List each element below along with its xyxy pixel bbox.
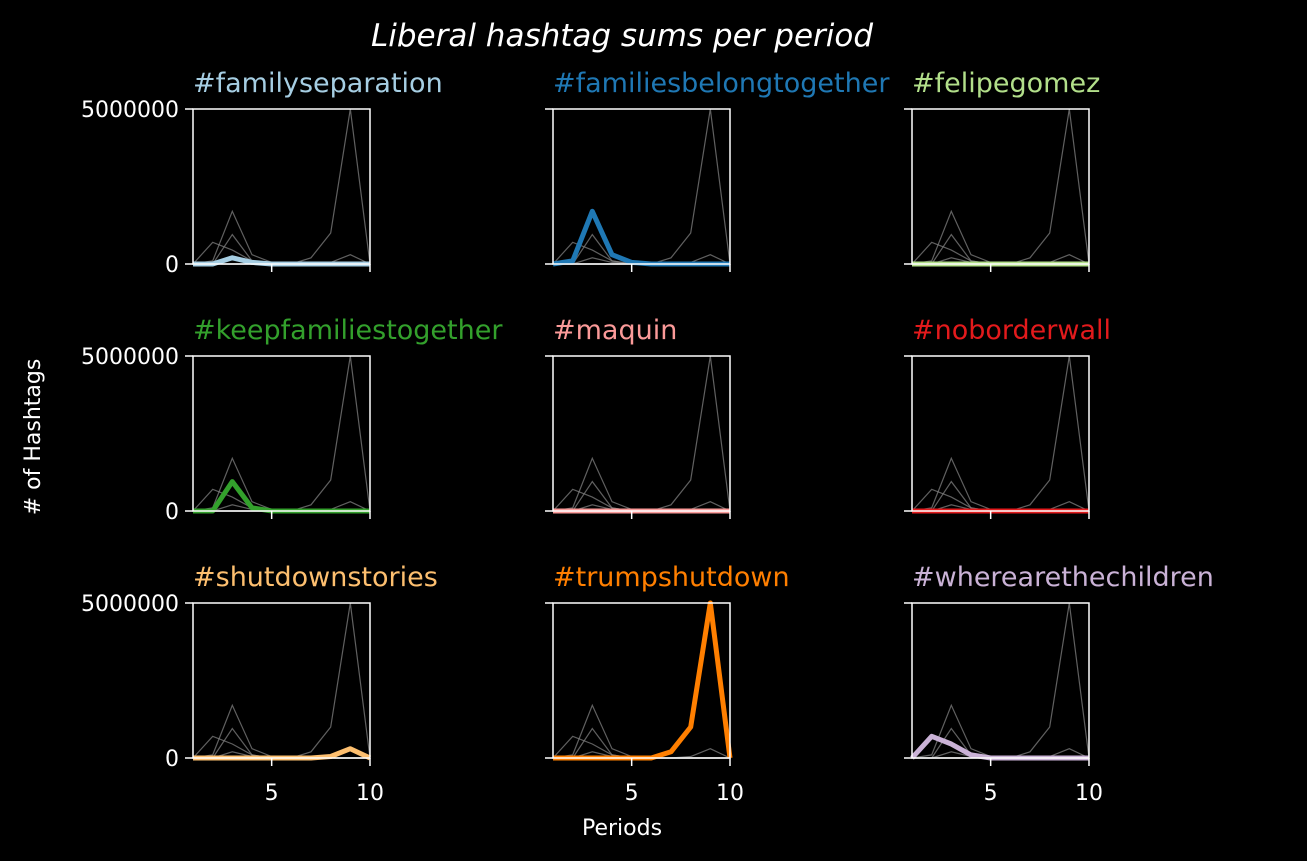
subplot-title-keepfamiliestogether: #keepfamiliestogether	[193, 315, 503, 346]
subplot-title-trumpshutdown: #trumpshutdown	[553, 562, 790, 593]
x-tick-label: 5	[984, 781, 998, 806]
y-axis-label: # of Hashtags	[21, 359, 46, 516]
y-tick-label: 5000000	[81, 345, 179, 370]
background-line-keepfamiliestogether	[553, 727, 730, 759]
axes-frame-familyseparation	[192, 108, 371, 265]
axes-frame-shutdownstories	[192, 602, 371, 759]
background-line-trumpshutdown	[553, 355, 731, 512]
y-tick-label: 0	[165, 253, 179, 278]
series-line-familiesbelongtogether	[552, 208, 730, 267]
background-line-keepfamiliestogether	[912, 480, 1089, 512]
background-line-familiesbelongtogether	[911, 703, 1089, 759]
subplot-title-familiesbelongtogether: #familiesbelongtogether	[553, 68, 890, 99]
series-line-trumpshutdown	[553, 600, 733, 761]
y-tick-label: 5000000	[81, 98, 179, 123]
axes-frame-felipegomez	[911, 108, 1090, 265]
axes-frame-wherearethechildren	[911, 602, 1090, 759]
subplot-title-familyseparation: #familyseparation	[193, 68, 443, 99]
x-tick-label: 10	[356, 781, 384, 806]
series-line-keepfamiliestogether	[193, 479, 370, 514]
x-tick-label: 5	[265, 781, 279, 806]
background-line-keepfamiliestogether	[553, 480, 730, 512]
x-tick-label: 10	[716, 781, 744, 806]
y-tick-label: 0	[165, 500, 179, 525]
background-line-trumpshutdown	[193, 355, 371, 512]
background-line-familiesbelongtogether	[552, 456, 730, 512]
background-line-keepfamiliestogether	[912, 727, 1089, 759]
axes-frame-maquin	[552, 355, 731, 512]
x-tick-label: 5	[625, 781, 639, 806]
background-line-trumpshutdown	[912, 602, 1090, 759]
background-line-familiesbelongtogether	[911, 456, 1089, 512]
axes-frame-trumpshutdown	[552, 602, 731, 759]
background-line-familiesbelongtogether	[192, 209, 370, 265]
background-line-trumpshutdown	[193, 602, 371, 759]
background-line-keepfamiliestogether	[912, 233, 1089, 265]
background-line-trumpshutdown	[193, 108, 371, 265]
subplot-title-felipegomez: #felipegomez	[912, 68, 1100, 99]
subplot-grid: #familyseparation 0 5000000 #familiesbelong…	[81, 68, 1214, 806]
subplot-title-shutdownstories: #shutdownstories	[193, 562, 438, 593]
axes-frame-keepfamiliestogether	[192, 355, 371, 512]
background-line-familiesbelongtogether	[911, 209, 1089, 265]
y-tick-label: 0	[165, 747, 179, 772]
subplot-title-maquin: #maquin	[553, 315, 677, 346]
subplot-title-wherearethechildren: #wherearethechildren	[912, 562, 1214, 593]
background-line-trumpshutdown	[912, 108, 1090, 265]
series-line-familyseparation	[193, 255, 370, 267]
series-line-shutdownstories	[193, 746, 372, 761]
axes-frame-noborderwall	[911, 355, 1090, 512]
axes-frame-familiesbelongtogether	[552, 108, 731, 265]
subplot-title-noborderwall: #noborderwall	[912, 315, 1111, 346]
y-tick-label: 5000000	[81, 592, 179, 617]
background-line-trumpshutdown	[912, 355, 1090, 512]
x-axis-label: Periods	[582, 816, 662, 841]
x-tick-label: 10	[1075, 781, 1103, 806]
chart-title: Liberal hashtag sums per period	[371, 18, 873, 54]
background-line-familiesbelongtogether	[552, 703, 730, 759]
